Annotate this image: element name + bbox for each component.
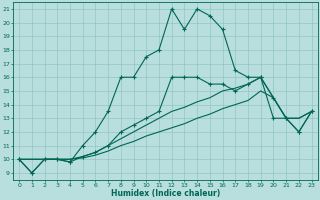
X-axis label: Humidex (Indice chaleur): Humidex (Indice chaleur) [111, 189, 220, 198]
